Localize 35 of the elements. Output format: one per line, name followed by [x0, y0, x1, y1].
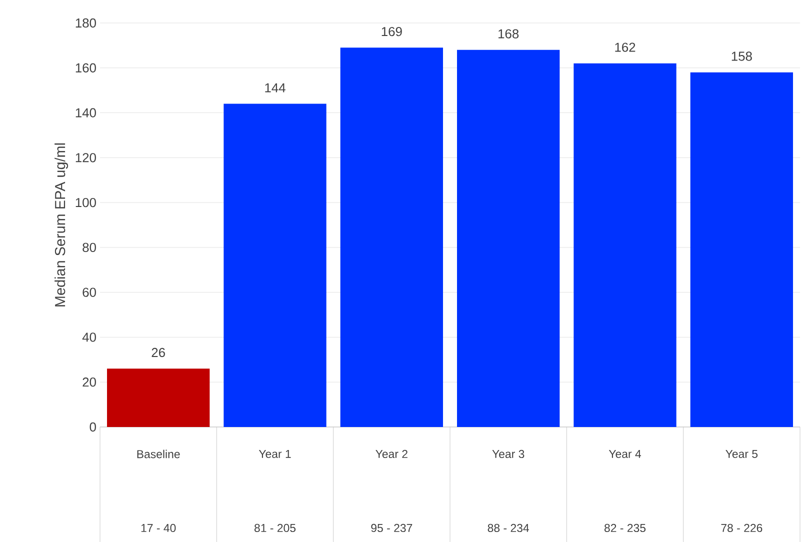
- y-tick-label: 80: [82, 242, 96, 252]
- text: 82 - 235: [604, 524, 646, 532]
- text: 95 - 237: [371, 524, 412, 532]
- bar: [690, 72, 794, 427]
- bar: [340, 48, 444, 427]
- data-label: 26: [152, 348, 165, 358]
- bar: [574, 63, 676, 427]
- y-tick-label: 40: [82, 332, 96, 342]
- bar: [107, 368, 210, 427]
- text: 88 - 234: [488, 524, 530, 532]
- x-tick-label: Year 2: [376, 450, 408, 458]
- y-tick-label: 180: [76, 18, 96, 28]
- y-tick-label: 60: [82, 288, 96, 297]
- data-label: 144: [265, 83, 286, 92]
- bar: [457, 50, 560, 427]
- bar: [224, 104, 326, 427]
- data-label: 168: [498, 29, 519, 38]
- y-tick-label: 120: [76, 153, 96, 162]
- y-tick-label: 20: [82, 378, 96, 387]
- text: 17 - 40: [141, 524, 176, 532]
- data-label: 158: [732, 52, 752, 61]
- x-tick-label: Year 4: [608, 450, 642, 458]
- y-tick-label: 0: [90, 422, 96, 432]
- x-tick-label: Year 1: [258, 450, 291, 458]
- data-label: 162: [615, 42, 636, 52]
- y-tick-label: 100: [76, 198, 96, 208]
- y-axis-title: Median Serum EPA ug/ml: [54, 143, 68, 306]
- x-tick-label: Baseline: [137, 450, 180, 458]
- x-tick-label: Year 5: [726, 450, 758, 458]
- text: 81 - 205: [254, 524, 296, 532]
- text: 78 - 226: [721, 524, 762, 532]
- data-label: 169: [382, 26, 402, 36]
- x-tick-label: Year 3: [492, 450, 524, 458]
- y-tick-label: 140: [76, 108, 96, 118]
- y-tick-label: 160: [76, 63, 96, 72]
